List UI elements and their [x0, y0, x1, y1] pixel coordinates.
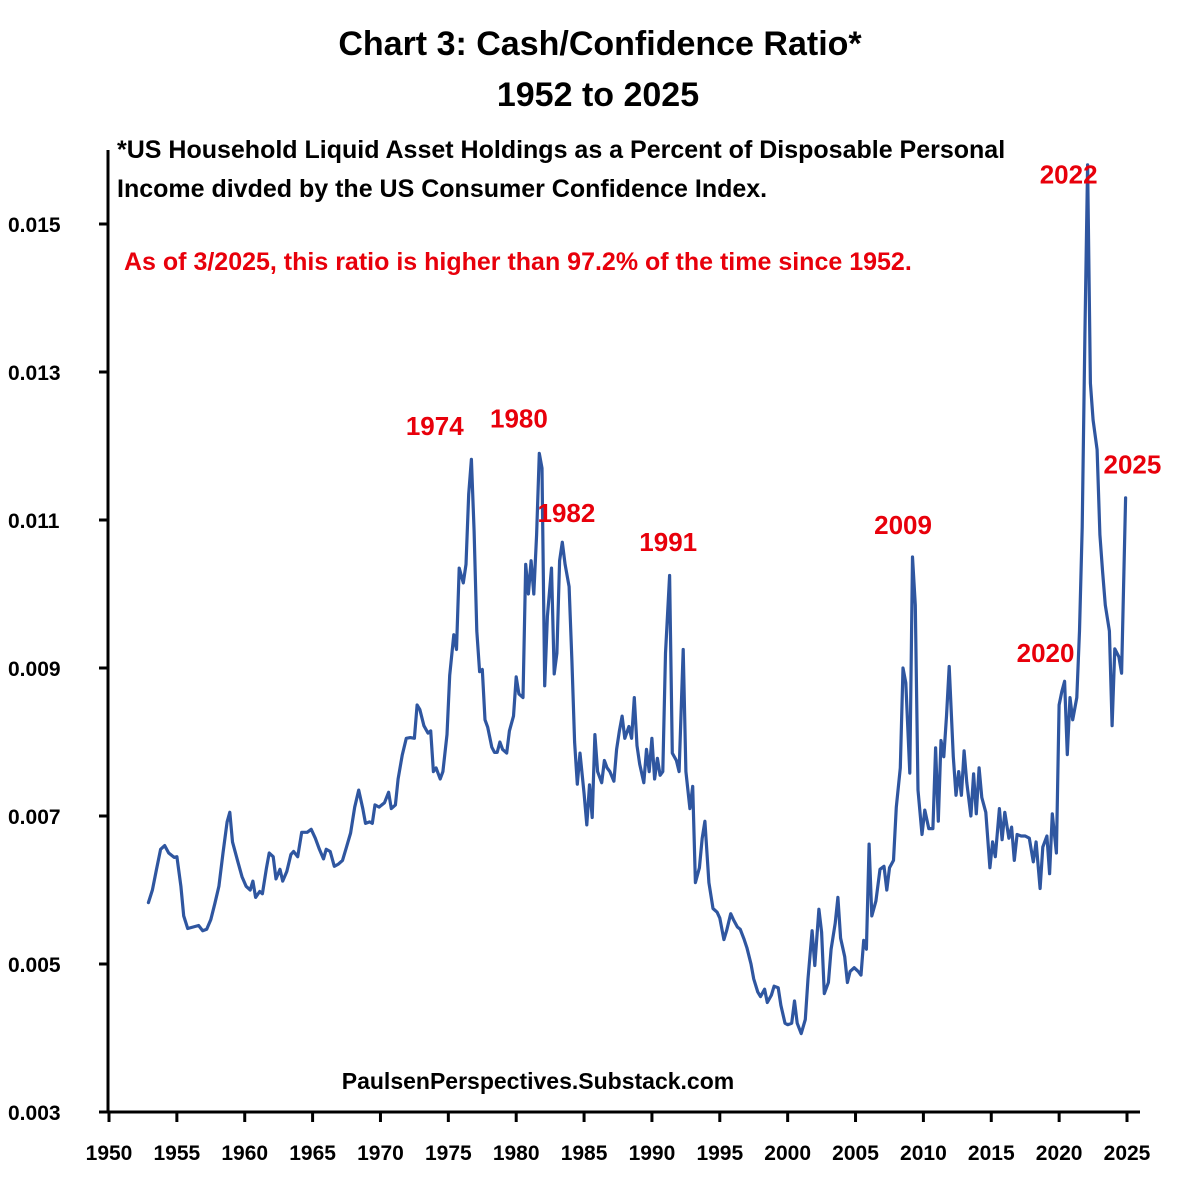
y-tick-label: 0.013	[8, 362, 61, 385]
footnote-line-2: Income divded by the US Consumer Confide…	[117, 175, 767, 203]
x-tick-label: 1960	[221, 1142, 268, 1165]
source-label: PaulsenPerspectives.Substack.com	[342, 1068, 734, 1094]
x-axis-ticks: 1950 1955 1960 1965 1970 1975 1980 1985 1990 1995…	[86, 1112, 1151, 1165]
chart-title: Chart 3: Cash/Confidence Ratio*	[338, 25, 862, 63]
x-tick-label: 1965	[289, 1142, 336, 1165]
x-tick-label: 2005	[832, 1142, 879, 1165]
y-tick-label: 0.005	[8, 954, 61, 977]
annotation-label: 1980	[490, 404, 548, 434]
y-tick-label: 0.007	[8, 806, 61, 829]
x-tick-label: 1950	[86, 1142, 133, 1165]
x-tick-label: 1990	[629, 1142, 676, 1165]
y-tick-label: 0.009	[8, 658, 61, 681]
x-tick-label: 2015	[968, 1142, 1015, 1165]
x-tick-label: 2000	[764, 1142, 811, 1165]
y-axis-ticks: 0.003 0.005 0.007 0.009 0.011 0.013 0.015	[8, 214, 108, 1125]
x-tick-label: 1985	[561, 1142, 608, 1165]
annotation-label: 1991	[639, 527, 697, 557]
x-tick-label: 2020	[1036, 1142, 1083, 1165]
footnote-line-1: *US Household Liquid Asset Holdings as a…	[117, 136, 1005, 164]
axes	[106, 150, 1140, 1114]
annotations-group: 1974 1980 1982 1991 2009 2020 2022 2025	[406, 159, 1162, 668]
x-tick-label: 1975	[425, 1142, 472, 1165]
chart-subtitle: 1952 to 2025	[497, 76, 699, 114]
highlight-note: As of 3/2025, this ratio is higher than …	[124, 248, 912, 276]
x-tick-label: 2025	[1104, 1142, 1151, 1165]
y-tick-label: 0.011	[8, 510, 60, 533]
annotation-label: 2022	[1040, 159, 1098, 189]
x-tick-label: 2010	[900, 1142, 947, 1165]
x-tick-label: 1970	[357, 1142, 404, 1165]
annotation-label: 1974	[406, 411, 464, 441]
annotation-label: 2025	[1104, 449, 1162, 479]
x-tick-label: 1955	[154, 1142, 201, 1165]
annotation-label: 2020	[1017, 638, 1075, 668]
y-tick-label: 0.003	[8, 1102, 61, 1125]
annotation-label: 2009	[874, 510, 932, 540]
series-line	[146, 163, 1128, 1036]
x-tick-label: 1980	[493, 1142, 540, 1165]
y-tick-label: 0.015	[8, 214, 61, 237]
x-tick-label: 1995	[696, 1142, 743, 1165]
series-group	[146, 163, 1128, 1036]
annotation-label: 1982	[537, 498, 595, 528]
